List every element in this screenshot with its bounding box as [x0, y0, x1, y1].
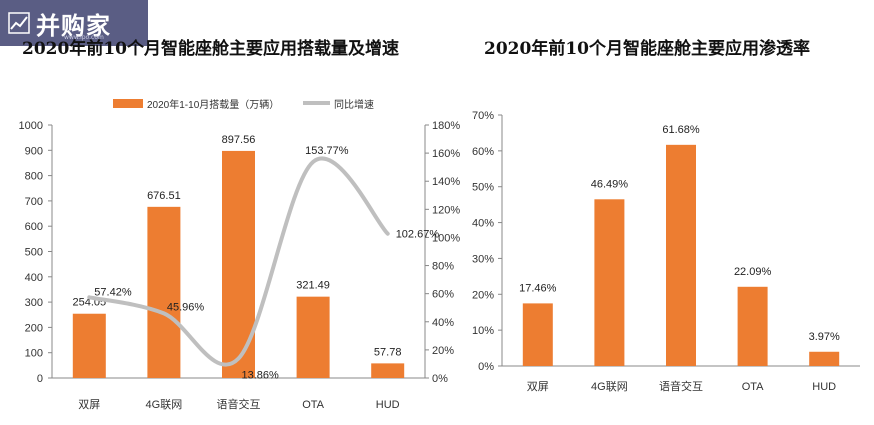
y-tick-label: 30% [472, 253, 494, 265]
watermark-text: 并购家 [36, 11, 111, 40]
bar [371, 363, 405, 378]
left-y-tick-label: 500 [25, 247, 43, 259]
x-tick-label: HUD [812, 381, 836, 393]
bar-value-label: 17.46% [519, 282, 557, 294]
left-y-tick-label: 1000 [19, 120, 43, 132]
growth-value-label: 13.86% [242, 370, 280, 382]
bar-value-label: 3.97% [809, 331, 840, 343]
bar-value-label: 321.49 [296, 280, 330, 292]
bar-value-label: 46.49% [591, 178, 629, 190]
bar [737, 286, 768, 366]
growth-value-label: 153.77% [305, 145, 349, 157]
bar [522, 303, 553, 366]
left-y-tick-label: 600 [25, 221, 43, 233]
y-tick-label: 0% [478, 361, 494, 373]
bar-value-label: 676.51 [147, 190, 181, 202]
right-y-tick-label: 140% [432, 176, 460, 188]
left-y-tick-label: 900 [25, 145, 43, 157]
bar [666, 144, 696, 366]
bar [147, 206, 181, 378]
left-y-tick-label: 800 [25, 171, 43, 183]
bar [72, 313, 106, 378]
right-y-tick-label: 180% [432, 120, 460, 132]
left-y-tick-label: 200 [25, 322, 43, 334]
right-y-tick-label: 160% [432, 148, 460, 160]
bar [296, 296, 330, 378]
x-tick-label: OTA [742, 381, 764, 393]
right-y-tick-label: 100% [432, 232, 460, 244]
chart-title-right: 2020年前10个月智能座舱主要应用渗透率 [484, 39, 810, 59]
legend-bar-swatch [113, 99, 143, 108]
watermark-logo: 并购家 www.ipo.com [0, 0, 148, 46]
x-tick-label: 语音交互 [659, 379, 703, 393]
left-y-tick-label: 300 [25, 297, 43, 309]
y-tick-label: 50% [472, 182, 494, 194]
chart-logo-icon [8, 12, 30, 34]
y-tick-label: 20% [472, 289, 494, 301]
growth-line [87, 156, 390, 367]
y-tick-label: 60% [472, 146, 494, 158]
y-tick-label: 70% [472, 110, 494, 122]
x-tick-label: 4G联网 [146, 398, 183, 411]
left-y-tick-label: 100 [25, 348, 43, 360]
bar-value-label: 61.68% [662, 124, 700, 136]
right-y-tick-label: 80% [432, 261, 454, 273]
right-y-tick-label: 40% [432, 317, 454, 329]
right-y-tick-label: 120% [432, 204, 460, 216]
growth-value-label: 45.96% [167, 301, 205, 313]
growth-value-label: 57.42% [94, 286, 132, 298]
bar-value-label: 57.78 [374, 346, 402, 358]
left-y-tick-label: 0 [37, 373, 43, 385]
x-tick-label: 语音交互 [217, 397, 261, 411]
bar-value-label: 897.56 [222, 134, 256, 146]
watermark-subtext: www.ipo.com [64, 34, 104, 41]
x-tick-label: 4G联网 [591, 380, 628, 393]
bar [809, 351, 840, 366]
bar-value-label: 22.09% [734, 266, 772, 278]
y-tick-label: 10% [472, 325, 494, 337]
right-y-tick-label: 0% [432, 373, 448, 385]
x-tick-label: 双屏 [78, 398, 100, 411]
chart-title-left: 2020年前10个月智能座舱主要应用搭载量及增速 [22, 39, 399, 59]
right-y-tick-label: 20% [432, 345, 454, 357]
left-y-tick-label: 700 [25, 196, 43, 208]
right-y-tick-label: 60% [432, 289, 454, 301]
bar [594, 199, 625, 366]
x-tick-label: HUD [376, 399, 400, 411]
y-tick-label: 40% [472, 218, 494, 230]
x-tick-label: 双屏 [527, 380, 549, 393]
legend-line-label: 同比增速 [334, 98, 374, 111]
legend-bar-label: 2020年1-10月搭载量（万辆） [147, 98, 279, 111]
x-tick-label: OTA [302, 399, 324, 411]
left-y-tick-label: 400 [25, 272, 43, 284]
growth-value-label: 102.67% [396, 229, 440, 241]
